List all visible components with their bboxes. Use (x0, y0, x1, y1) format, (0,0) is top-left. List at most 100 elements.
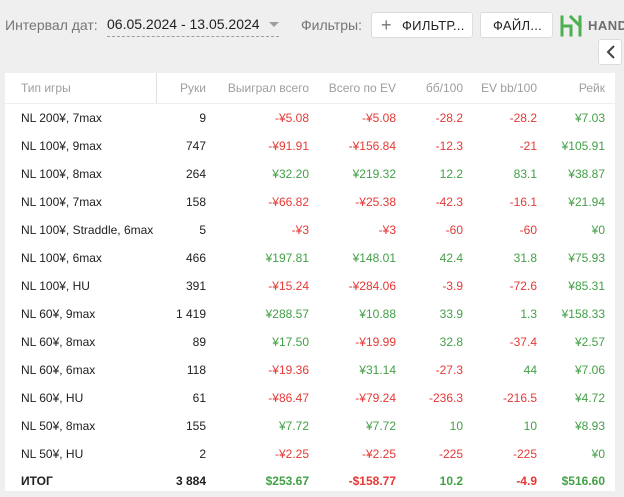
cell-bb: -42.3 (435, 195, 463, 209)
cell-ev: -¥2.25 (361, 447, 396, 461)
collapse-panel-button[interactable] (598, 39, 622, 65)
cell-rake: ¥158.33 (561, 307, 605, 321)
cell-rake: ¥75.93 (568, 251, 605, 265)
cell-hands: 61 (192, 391, 206, 405)
cell-hands: 466 (185, 251, 206, 265)
cell-evbb: 83.1 (513, 167, 537, 181)
cell-evbb: 1.3 (520, 307, 537, 321)
cell-evbb: -37.4 (509, 335, 537, 349)
cell-ev: ¥31.14 (359, 363, 396, 377)
cell-evbb: -60 (519, 223, 537, 237)
cell-evbb: -72.6 (509, 279, 537, 293)
cell-game: NL 100¥, HU (21, 279, 90, 293)
cell-hands: 89 (192, 335, 206, 349)
cell-ev: ¥148.01 (352, 251, 396, 265)
cell-bb: 32.8 (439, 335, 463, 349)
table-row[interactable]: NL 50¥, HU 2 -¥2.25 -¥2.25 -225 -225 ¥0 (5, 440, 615, 468)
column-header[interactable]: Выиграл всего (216, 73, 319, 104)
game-stats-table: Тип игры Руки Выиграл всего Всего по EV … (5, 73, 615, 494)
column-header[interactable]: бб/100 (406, 73, 473, 104)
table-row[interactable]: NL 200¥, 7max 9 -¥5.08 -¥5.08 -28.2 -28.2 ¥7.0… (5, 104, 615, 133)
cell-game: NL 100¥, 6max (21, 251, 102, 265)
cell-ev: ¥219.32 (352, 167, 396, 181)
total-row[interactable]: ИТОГ 3 884 $253.67 -$158.77 10.2 -4.9 $516.60 (5, 468, 615, 494)
cell-hands: 9 (199, 111, 206, 125)
cell-rake: ¥0 (591, 447, 605, 461)
cell-evbb: -16.1 (509, 195, 537, 209)
table-row[interactable]: NL 100¥, 6max 466 ¥197.81 ¥148.01 42.4 31.8 ¥7… (5, 244, 615, 272)
cell-ev: -¥25.38 (355, 195, 396, 209)
cell-won: -¥3 (291, 223, 309, 237)
cell-won: -¥91.91 (268, 139, 309, 153)
table-row[interactable]: NL 100¥, 8max 264 ¥32.20 ¥219.32 12.2 83.1 ¥38… (5, 160, 615, 188)
filter-button[interactable]: + ФИЛЬТР... (371, 12, 473, 38)
cell-game: NL 100¥, 8max (21, 167, 102, 181)
table-row[interactable]: NL 100¥, HU 391 -¥15.24 -¥284.06 -3.9 -72.6 ¥8… (5, 272, 615, 300)
cell-rake: ¥2.57 (574, 335, 605, 349)
cell-game: NL 60¥, 6max (21, 363, 96, 377)
table-row[interactable]: NL 60¥, HU 61 -¥86.47 -¥79.24 -236.3 -216.5 ¥4… (5, 384, 615, 412)
cell-hands: 1 419 (175, 307, 206, 321)
table-row[interactable]: NL 60¥, 9max 1 419 ¥288.57 ¥10.88 33.9 1.3 ¥15… (5, 300, 615, 328)
column-header[interactable]: Тип игры (5, 73, 157, 104)
brand-name: HAND2NOTE (588, 18, 624, 33)
date-range-picker[interactable]: 06.05.2024 - 13.05.2024 (107, 14, 279, 37)
cell-rake: ¥8.93 (574, 419, 605, 433)
cell-game: NL 50¥, 8max (21, 419, 96, 433)
cell-hands: 2 (199, 447, 206, 461)
cell-won: ¥7.72 (278, 419, 309, 433)
cell-evbb: -225 (512, 447, 537, 461)
column-header[interactable]: Руки (156, 73, 216, 104)
cell-bb: -225 (438, 447, 463, 461)
table-row[interactable]: NL 50¥, 8max 155 ¥7.72 ¥7.72 10 10 ¥8.93 (5, 412, 615, 440)
cell-bb: 12.2 (439, 167, 463, 181)
table-row[interactable]: NL 100¥, Straddle, 6max 5 -¥3 -¥3 -60 -60 ¥0 (5, 216, 615, 244)
cell-bb: -60 (445, 223, 463, 237)
cell-bb: 33.9 (439, 307, 463, 321)
cell-rake: ¥85.31 (568, 279, 605, 293)
app-logo: HAND2NOTE (560, 14, 624, 38)
cell-ev: -¥5.08 (361, 111, 396, 125)
column-header[interactable]: EV bb/100 (473, 73, 547, 104)
table-row[interactable]: NL 60¥, 6max 118 -¥19.36 ¥31.14 -27.3 44 ¥7.06 (5, 356, 615, 384)
cell-rake: ¥0 (591, 223, 605, 237)
cell-hands: 118 (186, 363, 206, 377)
cell-evbb: 31.8 (513, 251, 537, 265)
cell-won: ¥17.50 (272, 335, 309, 349)
cell-won: -¥19.36 (268, 363, 309, 377)
column-header[interactable]: Рейк (547, 73, 615, 104)
date-interval-label: Интервал дат: (5, 17, 98, 33)
cell-game: NL 100¥, Straddle, 6max (21, 223, 154, 237)
table-row[interactable]: NL 100¥, 7max 158 -¥66.82 -¥25.38 -42.3 -16.1… (5, 188, 615, 216)
table-row[interactable]: NL 100¥, 9max 747 -¥91.91 -¥156.84 -12.3 -21 ¥… (5, 132, 615, 160)
cell-ev: ¥10.88 (359, 307, 396, 321)
cell-bb: -28.2 (435, 111, 463, 125)
cell-ev: -¥284.06 (348, 279, 396, 293)
file-button[interactable]: ФАЙЛ... (480, 12, 553, 38)
cell-evbb: 44 (523, 363, 537, 377)
cell-ev: -¥156.84 (348, 139, 396, 153)
cell-won: ¥288.57 (265, 307, 309, 321)
cell-hands: 747 (185, 139, 206, 153)
cell-bb: -236.3 (428, 391, 463, 405)
table-row[interactable]: NL 60¥, 8max 89 ¥17.50 -¥19.99 32.8 -37.4 ¥2.5… (5, 328, 615, 356)
plus-icon: + (381, 15, 392, 35)
cell-rake: ¥7.03 (574, 111, 605, 125)
cell-evbb: -216.5 (502, 391, 537, 405)
cell-won: -¥15.24 (268, 279, 309, 293)
cell-rake: $516.60 (561, 474, 605, 488)
cell-game: NL 60¥, 8max (21, 335, 96, 349)
logo-icon (560, 15, 582, 37)
cell-evbb: 10 (523, 419, 537, 433)
cell-evbb: -21 (519, 139, 537, 153)
cell-game: NL 200¥, 7max (21, 111, 102, 125)
column-header[interactable]: Всего по EV (319, 73, 406, 104)
cell-won: ¥32.20 (272, 167, 309, 181)
cell-bb: -27.3 (435, 363, 463, 377)
cell-hands: 158 (185, 195, 206, 209)
cell-ev: -¥3 (378, 223, 396, 237)
cell-ev: -¥19.99 (355, 335, 396, 349)
cell-won: -¥66.82 (268, 195, 309, 209)
cell-rake: ¥105.91 (561, 139, 605, 153)
cell-rake: ¥38.87 (568, 167, 605, 181)
